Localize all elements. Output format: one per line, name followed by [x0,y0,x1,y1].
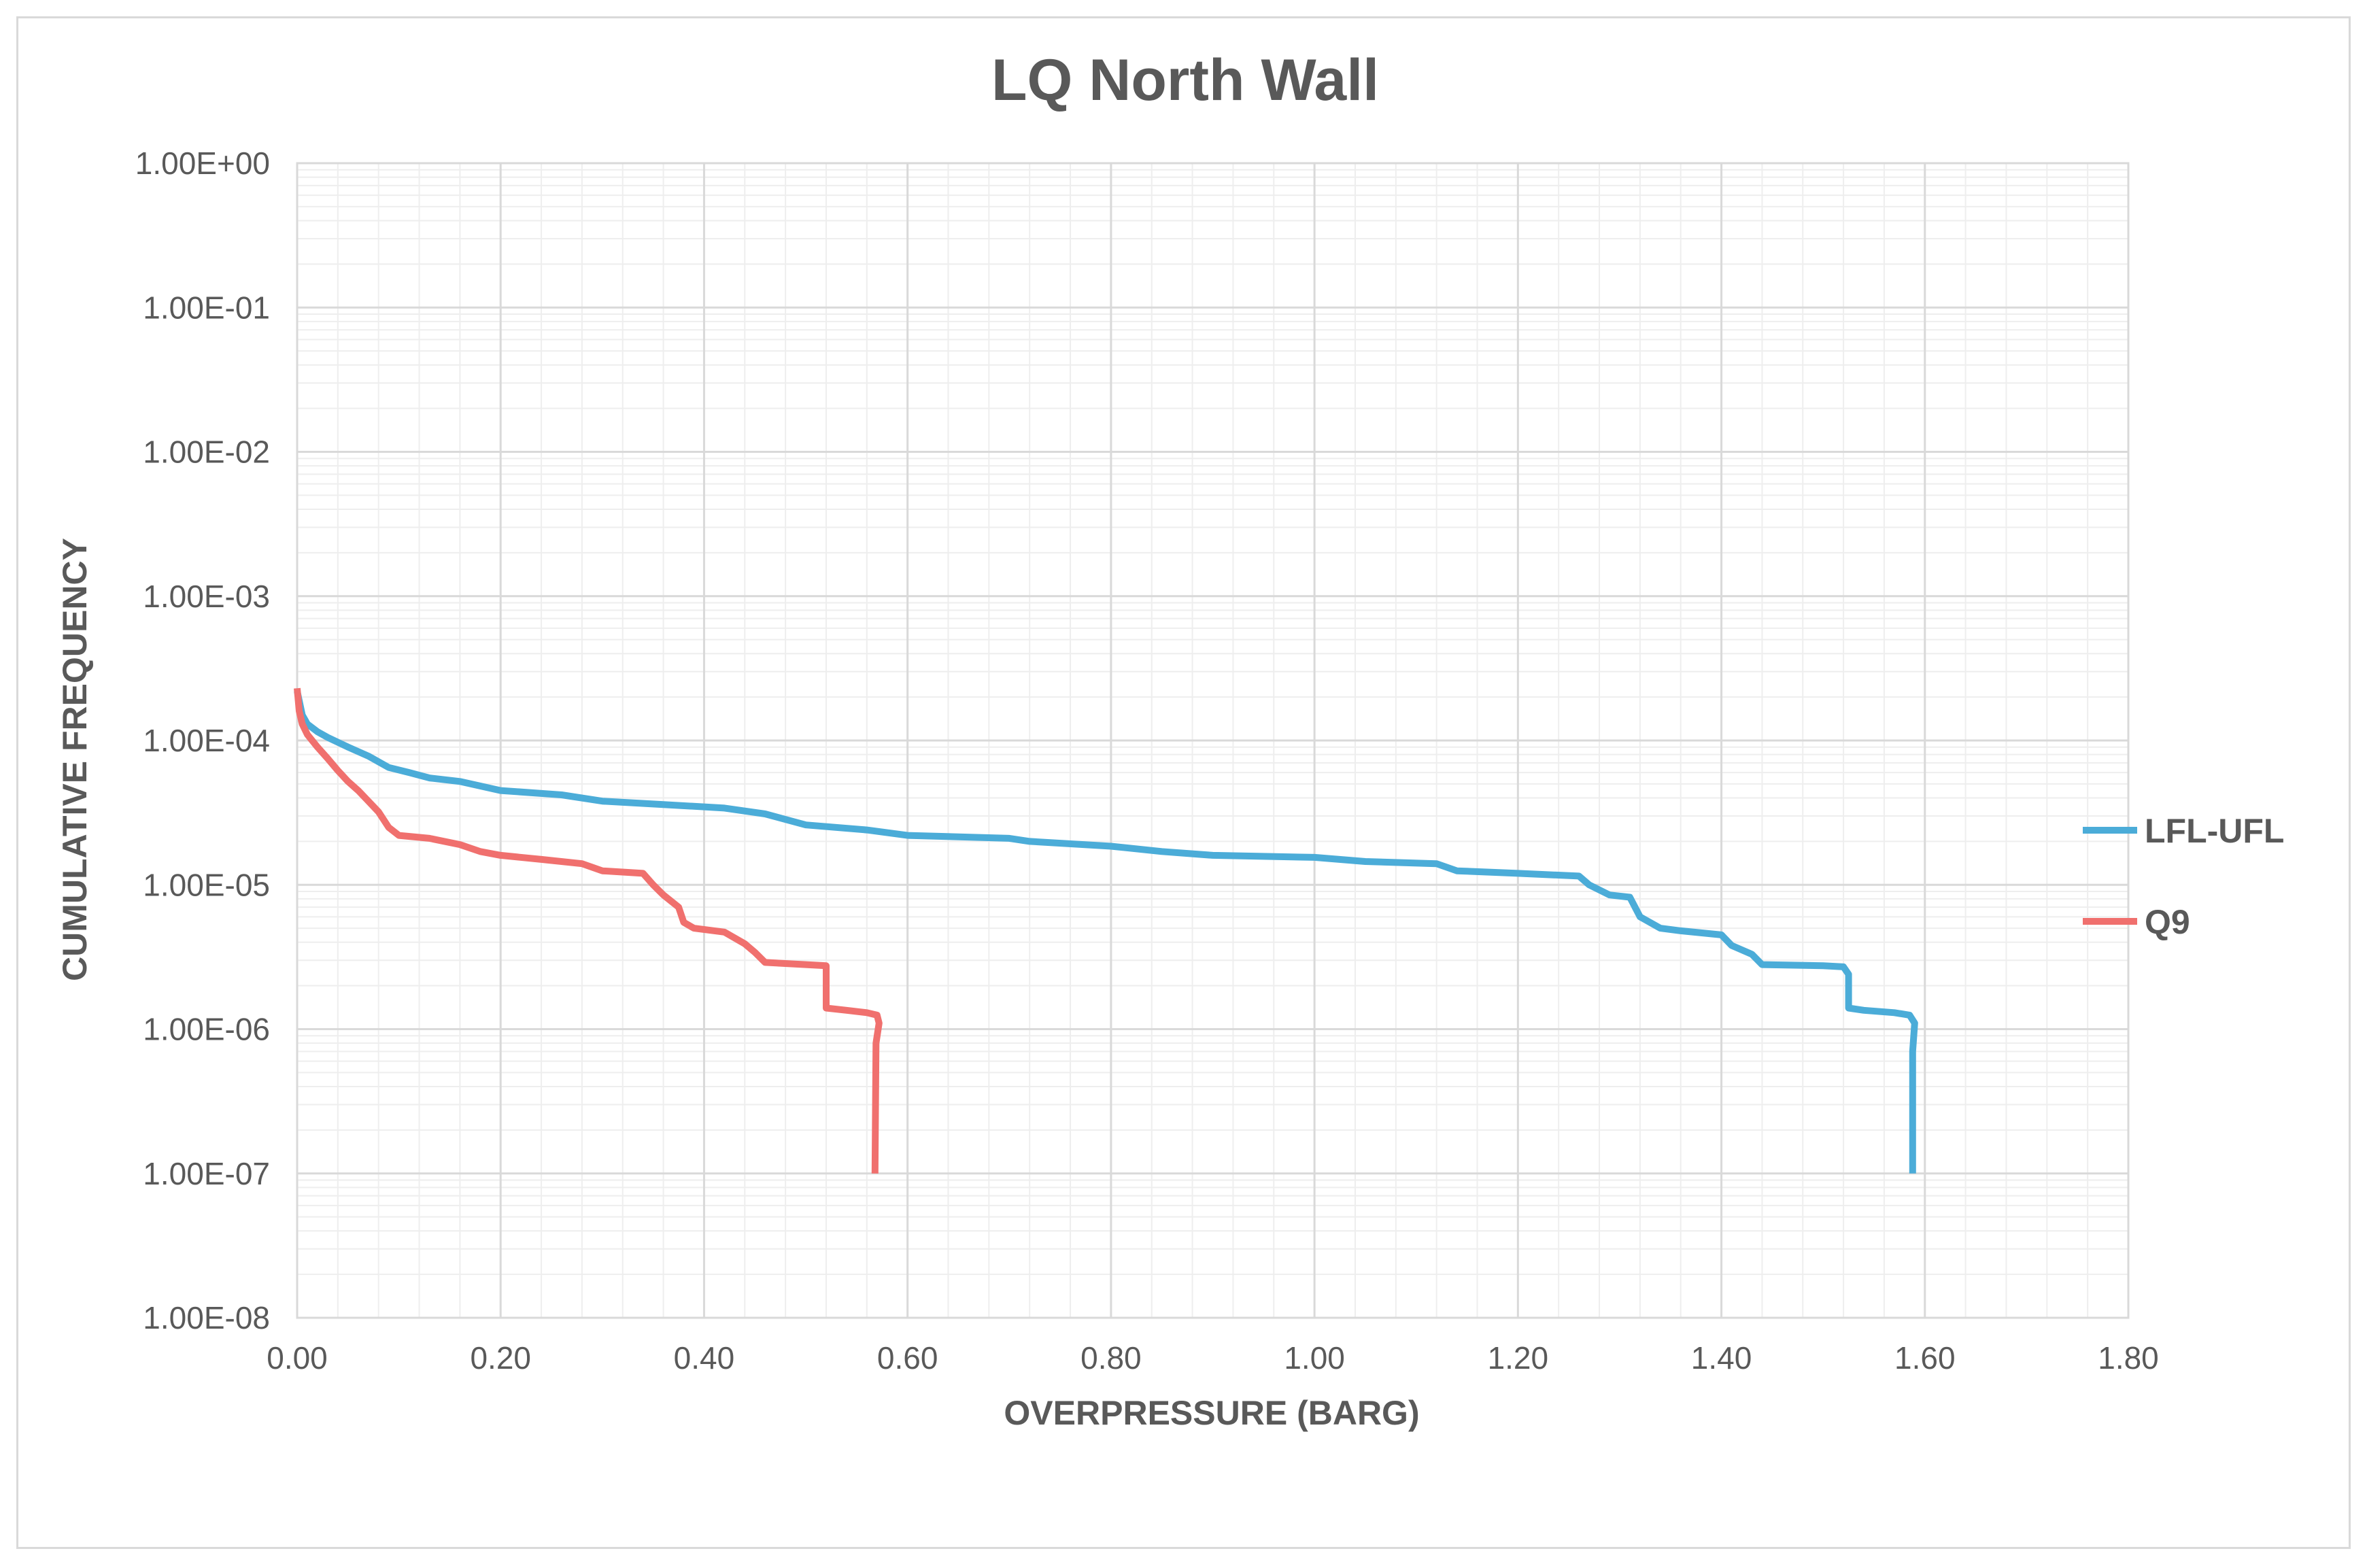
series-line-q9 [294,687,883,1174]
x-tick-label: 1.20 [1488,1340,1549,1376]
y-tick-label: 1.00E-05 [143,867,270,902]
y-tick-label: 1.00E-06 [143,1012,270,1047]
x-tick-label: 1.60 [1894,1340,1956,1376]
y-tick-label: 1.00E-08 [143,1300,270,1335]
y-tick-label: 1.00E-04 [143,723,270,758]
y-tick-label: 1.00E-01 [143,290,270,325]
legend: LFL-UFL Q9 [2083,812,2284,941]
series-line-lfl-ufl [294,690,1918,1174]
legend-label-q9: Q9 [2145,903,2190,941]
y-tick-label: 1.00E-03 [143,579,270,614]
x-axis-tick-labels: 0.00 0.20 0.40 0.60 0.80 1.00 1.20 1.40 1.60 1.80 [267,1340,2159,1376]
major-gridlines [296,162,2130,1319]
chart-title: LQ North Wall [991,48,1379,113]
y-axis-tick-labels: 1.00E+00 1.00E-01 1.00E-02 1.00E-03 1.00E-04… [135,146,270,1335]
chart-canvas: LQ North Wall 1.00E+001.00E-011.00E-021.… [56,48,2284,1432]
x-tick-label: 1.80 [2098,1340,2159,1376]
x-axis-title: OVERPRESSURE (BARG) [1004,1394,1419,1432]
y-tick-label: 1.00E-02 [143,434,270,470]
x-tick-label: 0.20 [470,1340,531,1376]
x-tick-label: 0.80 [1080,1340,1142,1376]
series-layer [294,687,1918,1174]
x-tick-label: 0.60 [877,1340,938,1376]
plot-area-border [296,162,2130,1319]
y-tick-label: 1.00E+00 [135,146,270,181]
x-tick-label: 1.40 [1691,1340,1752,1376]
chart-frame: LQ North Wall 1.00E+00 1.00E-01 1.00E-02 1.… [16,16,2351,1549]
x-tick-label: 1.00 [1284,1340,1345,1376]
x-tick-label: 0.00 [267,1340,328,1376]
x-tick-label: 0.40 [674,1340,735,1376]
legend-label-lfl-ufl: LFL-UFL [2145,812,2284,850]
y-tick-label: 1.00E-07 [143,1156,270,1191]
y-axis-title: CUMULATIVE FREQUENCY [56,538,94,981]
